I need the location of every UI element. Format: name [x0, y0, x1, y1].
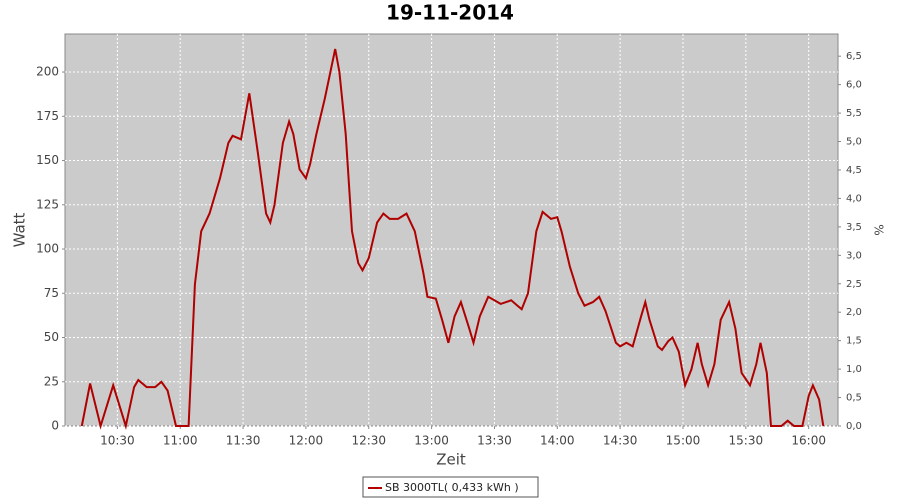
x-tick-label: 12:00 [289, 434, 324, 448]
y-axis-label: Watt [11, 212, 29, 247]
x-tick-label: 13:30 [477, 434, 512, 448]
y-tick-label: 75 [44, 286, 59, 300]
y-tick-label: 125 [36, 197, 59, 211]
x-axis-label: Zeit [436, 451, 466, 469]
y2-tick-label: 4,0 [846, 193, 862, 204]
x-tick-label: 11:00 [163, 434, 198, 448]
y-tick-label: 200 [36, 65, 59, 79]
legend [362, 476, 539, 498]
y2-tick-label: 6,0 [846, 80, 862, 91]
y2-tick-label: 6,5 [846, 51, 862, 62]
y2-tick-label: 5,5 [846, 108, 862, 119]
x-tick-label: 11:30 [226, 434, 261, 448]
x-tick-label: 15:00 [666, 434, 701, 448]
plot-area [64, 33, 839, 427]
chart-title: 19-11-2014 [386, 1, 514, 25]
y2-axis-label: % [872, 224, 886, 235]
y2-tick-label: 1,0 [846, 364, 862, 375]
y-tick-label: 100 [36, 242, 59, 256]
y-tick-label: 150 [36, 153, 59, 167]
legend-label: SB 3000TL( 0,433 kWh ) [385, 481, 519, 494]
y2-tick-label: 0,5 [846, 393, 862, 404]
x-tick-label: 12:30 [351, 434, 386, 448]
y2-tick-label: 5,0 [846, 137, 862, 148]
x-tick-label: 16:00 [791, 434, 826, 448]
y-tick-label: 25 [44, 374, 59, 388]
series-line [80, 48, 825, 430]
y2-tick-label: 3,5 [846, 222, 862, 233]
y2-tick-label: 2,5 [846, 279, 862, 290]
y2-tick-label: 4,5 [846, 165, 862, 176]
y2-tick-label: 1,5 [846, 336, 862, 347]
x-tick-label: 13:00 [414, 434, 449, 448]
y-tick-label: 50 [44, 330, 59, 344]
x-tick-label: 14:00 [540, 434, 575, 448]
y-tick-label: 175 [36, 109, 59, 123]
y2-tick-label: 2,0 [846, 307, 862, 318]
y-tick-label: 0 [51, 419, 59, 433]
y2-tick-label: 0,0 [846, 421, 862, 432]
x-tick-label: 14:30 [603, 434, 638, 448]
x-tick-label: 10:30 [100, 434, 135, 448]
y2-tick-label: 3,0 [846, 250, 862, 261]
x-tick-label: 15:30 [729, 434, 764, 448]
